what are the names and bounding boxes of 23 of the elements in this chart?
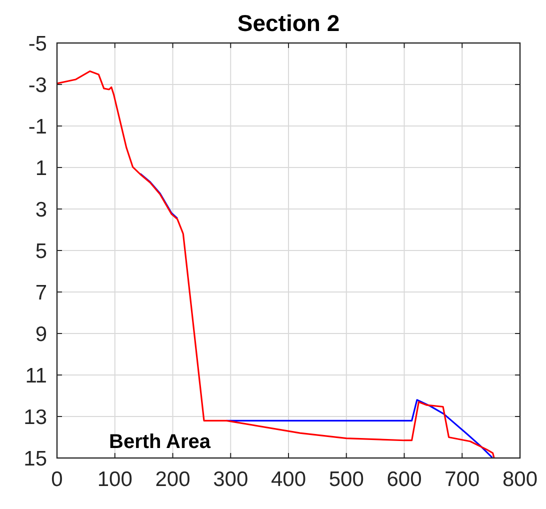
x-tick-label: 300 <box>213 468 248 491</box>
x-tick-label: 500 <box>328 468 364 491</box>
x-tick-label: 800 <box>502 468 538 491</box>
y-tick-label: 7 <box>35 281 47 304</box>
y-tick-label: 3 <box>35 198 47 222</box>
y-tick-label: 1 <box>35 156 47 180</box>
y-tick-label: 5 <box>35 240 47 263</box>
x-tick-label: 100 <box>97 468 132 491</box>
x-tick-label: 400 <box>270 468 306 491</box>
annotation: Berth Area <box>109 431 212 453</box>
x-tick-label: 0 <box>51 468 63 491</box>
y-tick-label: -3 <box>28 74 47 97</box>
chart-title: Section 2 <box>237 10 340 36</box>
line-series <box>57 70 495 458</box>
x-tick-label: 200 <box>155 468 190 491</box>
x-tick-label: 600 <box>386 468 422 491</box>
y-tick-label: -5 <box>28 32 47 56</box>
y-tick-label: 9 <box>35 322 47 346</box>
y-tick-label: 15 <box>24 447 47 470</box>
y-tick-label: 11 <box>25 364 47 388</box>
x-tick-label: 700 <box>444 468 480 491</box>
y-tick-label: 13 <box>24 406 47 429</box>
y-tick-label: -1 <box>28 115 47 138</box>
